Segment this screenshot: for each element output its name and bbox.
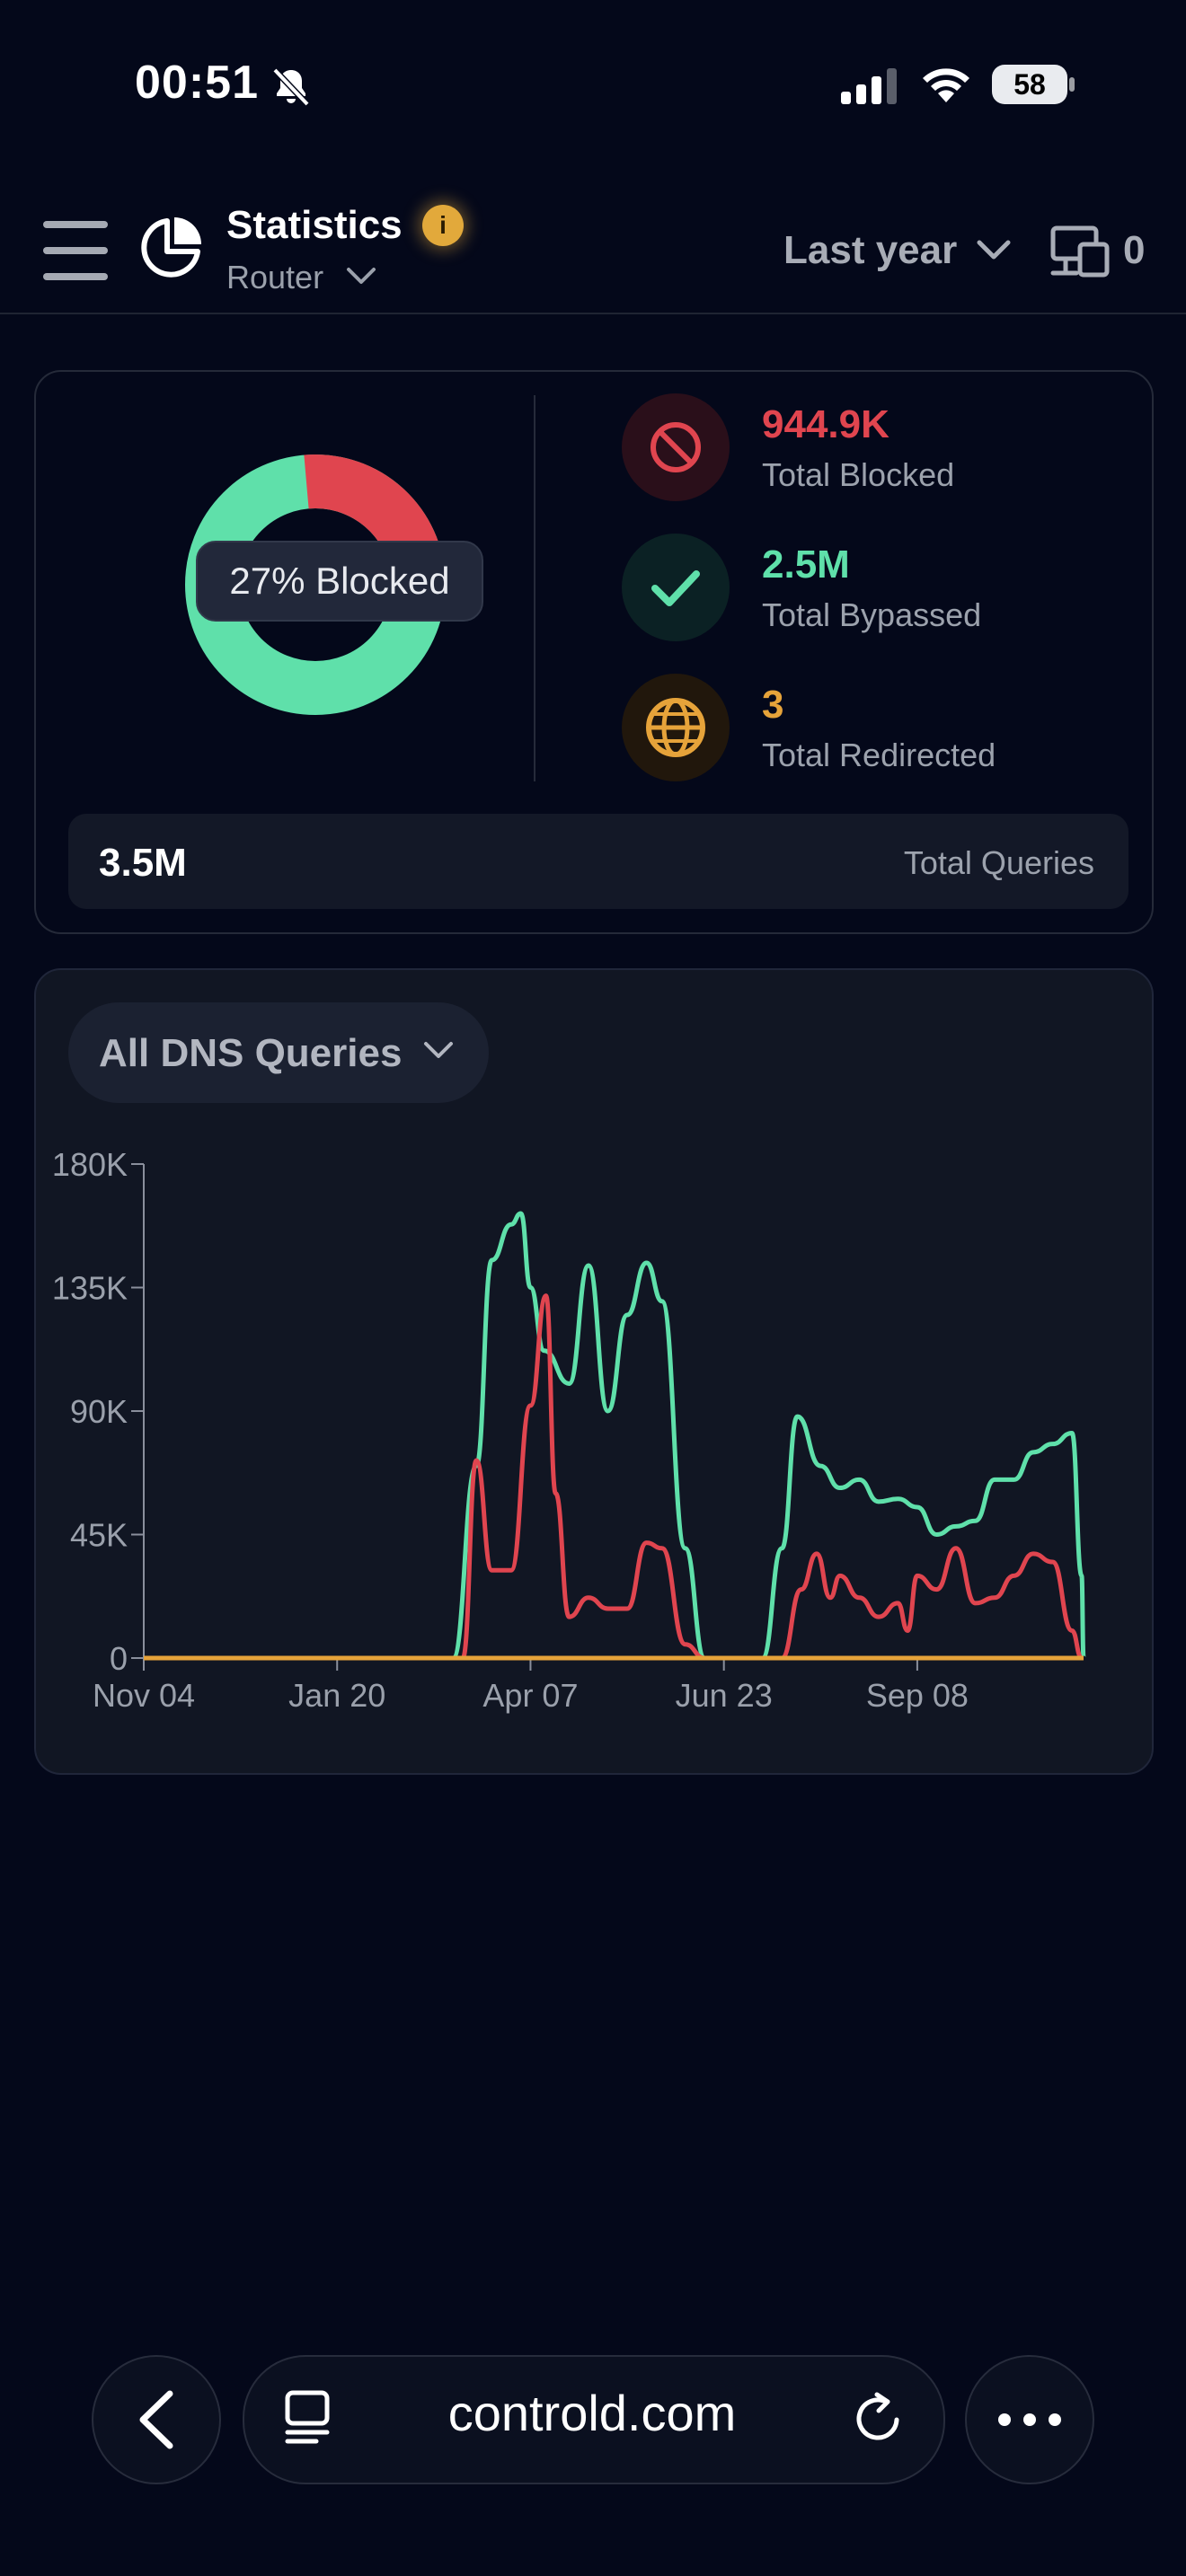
dns-queries-line-chart: 0 45K 90K 135K 180K Nov 04 Jan 20 Apr 07 Jun 23 S…: [52, 1146, 1086, 1714]
back-button[interactable]: [92, 2355, 221, 2484]
x-tick-label: Jan 20: [288, 1677, 385, 1714]
profile-selector[interactable]: Router: [226, 259, 324, 296]
header-divider: [0, 313, 1186, 314]
time-range-selector[interactable]: Last year: [783, 228, 958, 272]
bell-muted-icon: [272, 67, 310, 107]
signal-icon: [841, 68, 897, 104]
x-tick-label: Apr 07: [482, 1677, 578, 1714]
total-redirected-label: Total Redirected: [762, 737, 996, 773]
chevron-left-icon: [139, 2390, 173, 2449]
check-icon: [622, 534, 730, 641]
blocked-icon: [622, 393, 730, 501]
total-queries-bar: [68, 814, 1128, 909]
y-tick-label: 90K: [70, 1393, 128, 1430]
status-time: 00:51: [135, 57, 259, 109]
devices-icon[interactable]: [1049, 225, 1112, 280]
page-title: Statistics: [226, 203, 403, 247]
more-icon: [998, 2413, 1061, 2426]
battery-nub: [1069, 77, 1075, 92]
chevron-down-icon[interactable]: [976, 239, 1012, 262]
reload-icon[interactable]: [850, 2389, 907, 2447]
vertical-divider: [534, 395, 535, 781]
series-line-1: [143, 1293, 1084, 1661]
y-tick-label: 0: [110, 1640, 128, 1677]
y-tick-label: 180K: [52, 1146, 128, 1183]
query-filter-label[interactable]: All DNS Queries: [99, 1031, 403, 1075]
battery-indicator: 58: [992, 65, 1067, 104]
total-redirected-value: 3: [762, 683, 784, 727]
chevron-down-icon[interactable]: [422, 1040, 455, 1062]
total-blocked-label: Total Blocked: [762, 456, 955, 493]
pie-chart-icon: [141, 217, 201, 278]
url-text[interactable]: controld.com: [447, 2385, 737, 2441]
total-queries-label: Total Queries: [903, 844, 1094, 881]
menu-button[interactable]: [43, 221, 108, 280]
total-queries-value: 3.5M: [99, 841, 187, 885]
x-tick-label: Nov 04: [93, 1677, 195, 1714]
y-tick-label: 45K: [70, 1517, 128, 1554]
total-bypassed-label: Total Bypassed: [762, 596, 982, 633]
series-line-0: [143, 1211, 1086, 1661]
more-options-button[interactable]: [965, 2355, 1094, 2484]
y-tick-label: 135K: [52, 1270, 128, 1307]
query-filter-dropdown[interactable]: [68, 1002, 489, 1103]
blocked-percentage-label: 27% Blocked: [196, 541, 483, 622]
device-count[interactable]: 0: [1123, 228, 1146, 272]
x-tick-label: Jun 23: [676, 1677, 773, 1714]
address-bar[interactable]: [243, 2355, 945, 2484]
x-tick-label: Sep 08: [866, 1677, 969, 1714]
total-blocked-value: 944.9K: [762, 402, 890, 446]
globe-icon: [622, 674, 730, 781]
wifi-icon: [923, 68, 969, 102]
info-icon[interactable]: i: [422, 205, 464, 246]
tabs-icon[interactable]: [280, 2389, 334, 2447]
total-bypassed-value: 2.5M: [762, 543, 850, 587]
chevron-down-icon[interactable]: [345, 266, 377, 287]
